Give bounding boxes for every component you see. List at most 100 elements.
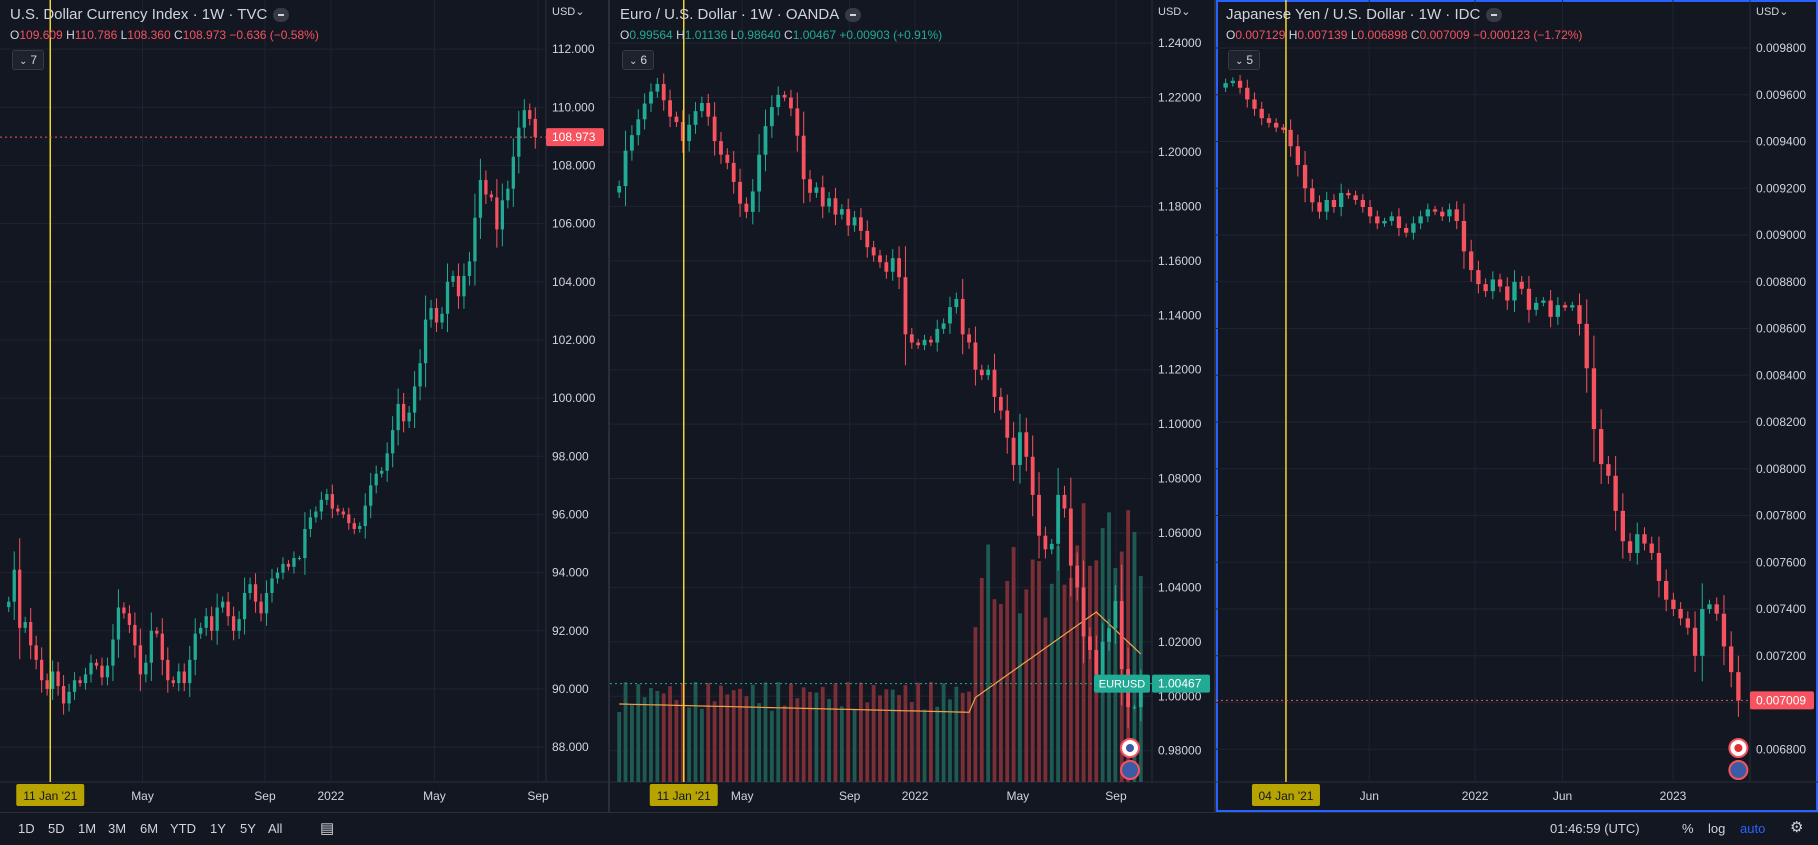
candle-body	[642, 103, 647, 120]
candle-body	[1037, 494, 1041, 536]
y-tick-label: 94.000	[552, 566, 589, 580]
timeframe-1y[interactable]: 1Y	[210, 821, 226, 836]
x-tick-label: 2023	[1660, 789, 1687, 803]
candle-body	[456, 275, 461, 297]
dxy-indicators-toggle[interactable]: ⌄ 7	[12, 50, 44, 70]
jpyusd-chart-canvas[interactable]: 0.009800 0.009600 0.009400 0.009200 0.009000…	[1216, 0, 1818, 812]
dxy-currency-menu[interactable]: USD⌄	[552, 6, 585, 18]
candle-body	[954, 298, 959, 308]
clock[interactable]: 01:46:59 (UTC)	[1550, 821, 1640, 836]
collapse-icon[interactable]	[845, 8, 862, 23]
dxy-low: 108.360	[127, 28, 171, 42]
candle-body	[992, 369, 997, 397]
dxy-title: U.S. Dollar Currency Index · 1W · TVC	[10, 6, 290, 23]
candle-body	[1223, 83, 1228, 88]
candle-body	[259, 601, 263, 614]
candle-body	[998, 396, 1003, 411]
candle-body	[1692, 627, 1698, 656]
candle-body	[407, 412, 411, 422]
candle-body	[922, 339, 927, 346]
candle-body	[1714, 604, 1719, 614]
candle-body	[909, 334, 914, 343]
candle-body	[1685, 618, 1690, 628]
chart-settings-gear-icon[interactable]: ⚙	[1790, 819, 1804, 836]
jpyusd-change: −0.000123 (−1.72%)	[1473, 28, 1583, 42]
candle-body	[1440, 211, 1445, 217]
timeframe-3m[interactable]: 3M	[108, 821, 127, 836]
log-scale-toggle[interactable]: log	[1708, 821, 1726, 836]
timeframe-1m[interactable]: 1M	[78, 821, 97, 836]
eurusd-indicators-toggle[interactable]: ⌄ 6	[622, 50, 654, 70]
candle-body	[100, 665, 104, 678]
timeframe-5d[interactable]: 5D	[48, 821, 65, 836]
chart-panel-jpyusd[interactable]: 0.009800 0.009600 0.009400 0.009200 0.009000…	[1216, 0, 1818, 812]
volume-bar	[992, 599, 997, 782]
x-tick-label: May	[1007, 789, 1030, 803]
jpyusd-indicators-toggle[interactable]: ⌄ 5	[1228, 50, 1260, 70]
timeframe-6m[interactable]: 6M	[140, 821, 159, 836]
candle-body	[661, 83, 666, 101]
candle-body	[1469, 251, 1474, 271]
panel-divider[interactable]	[1214, 0, 1216, 812]
eurusd-indicator-count: 6	[640, 53, 648, 67]
eurusd-title: Euro / U.S. Dollar · 1W · OANDA	[620, 6, 862, 23]
candle-body	[1353, 195, 1358, 200]
chevron-down-icon: ⌄	[18, 56, 28, 67]
volume-bar	[744, 696, 749, 782]
y-tick-label: 102.000	[552, 333, 596, 347]
candle-body	[871, 247, 876, 256]
candle-body	[859, 217, 863, 231]
chart-panel-dxy[interactable]: 112.000 110.000 108.000 106.000 104.000 102.0…	[0, 0, 608, 812]
candle-body	[846, 209, 851, 226]
candle-body	[1584, 323, 1589, 369]
candle-body	[358, 526, 362, 529]
candle-body	[649, 91, 653, 104]
volume-bar	[935, 706, 940, 782]
volume-bar	[693, 682, 698, 782]
eurusd-high: 1.01136	[684, 28, 728, 42]
dxy-chart-canvas[interactable]: 112.000 110.000 108.000 106.000 104.000 102.0…	[0, 0, 608, 812]
candle-body	[1736, 672, 1741, 701]
candle-body	[948, 307, 952, 324]
y-tick-label: 110.000	[552, 100, 595, 114]
candle-body	[1018, 432, 1022, 465]
chart-panel-eurusd[interactable]: 1.24000 1.22000 1.20000 1.18000 1.16000 1.140…	[610, 0, 1214, 812]
jpyusd-ohlc-legend: O0.007129 H0.007139 L0.006898 C0.007009 …	[1226, 28, 1583, 42]
y-tick-label: 0.007200	[1756, 649, 1806, 663]
crosshair-date-label: 11 Jan '21	[23, 789, 77, 803]
candle-body	[1678, 609, 1683, 619]
volume-bar	[1043, 617, 1048, 782]
volume-bar	[998, 603, 1003, 782]
y-tick-label: 1.02000	[1158, 635, 1202, 649]
candle-body	[1490, 279, 1495, 292]
date-range-icon[interactable]: ▤	[320, 820, 335, 837]
timeframe-all[interactable]: All	[268, 821, 283, 836]
candle-body	[1454, 209, 1459, 222]
percent-scale-toggle[interactable]: %	[1682, 821, 1694, 836]
volume-bar	[801, 687, 806, 782]
dxy-currency-label: USD	[552, 6, 576, 18]
candle-body	[839, 209, 844, 215]
jpyusd-low: 0.006898	[1357, 28, 1408, 42]
candle-body	[210, 616, 214, 631]
timeframe-5y[interactable]: 5Y	[240, 821, 256, 836]
panel-divider[interactable]	[608, 0, 610, 812]
candle-body	[979, 369, 984, 376]
volume-bar	[973, 627, 978, 782]
collapse-icon[interactable]	[273, 8, 290, 23]
jpyusd-currency-menu[interactable]: USD⌄	[1756, 6, 1789, 18]
volume-bar	[1088, 565, 1092, 782]
volume-bar	[725, 694, 730, 782]
timeframe-ytd[interactable]: YTD	[170, 821, 196, 836]
candle-body	[1562, 305, 1568, 308]
timeframe-1d[interactable]: 1D	[18, 821, 35, 836]
auto-scale-toggle[interactable]: auto	[1740, 821, 1766, 836]
y-tick-label: 1.04000	[1158, 580, 1202, 594]
eurusd-currency-menu[interactable]: USD⌄	[1158, 6, 1191, 18]
candle-body	[789, 97, 793, 109]
x-tick-label: 2022	[902, 789, 929, 803]
eurusd-chart-canvas[interactable]: 1.24000 1.22000 1.20000 1.18000 1.16000 1.140…	[610, 0, 1214, 812]
candle-body	[401, 403, 406, 422]
collapse-icon[interactable]	[1486, 8, 1503, 23]
volume-bar	[617, 712, 622, 782]
